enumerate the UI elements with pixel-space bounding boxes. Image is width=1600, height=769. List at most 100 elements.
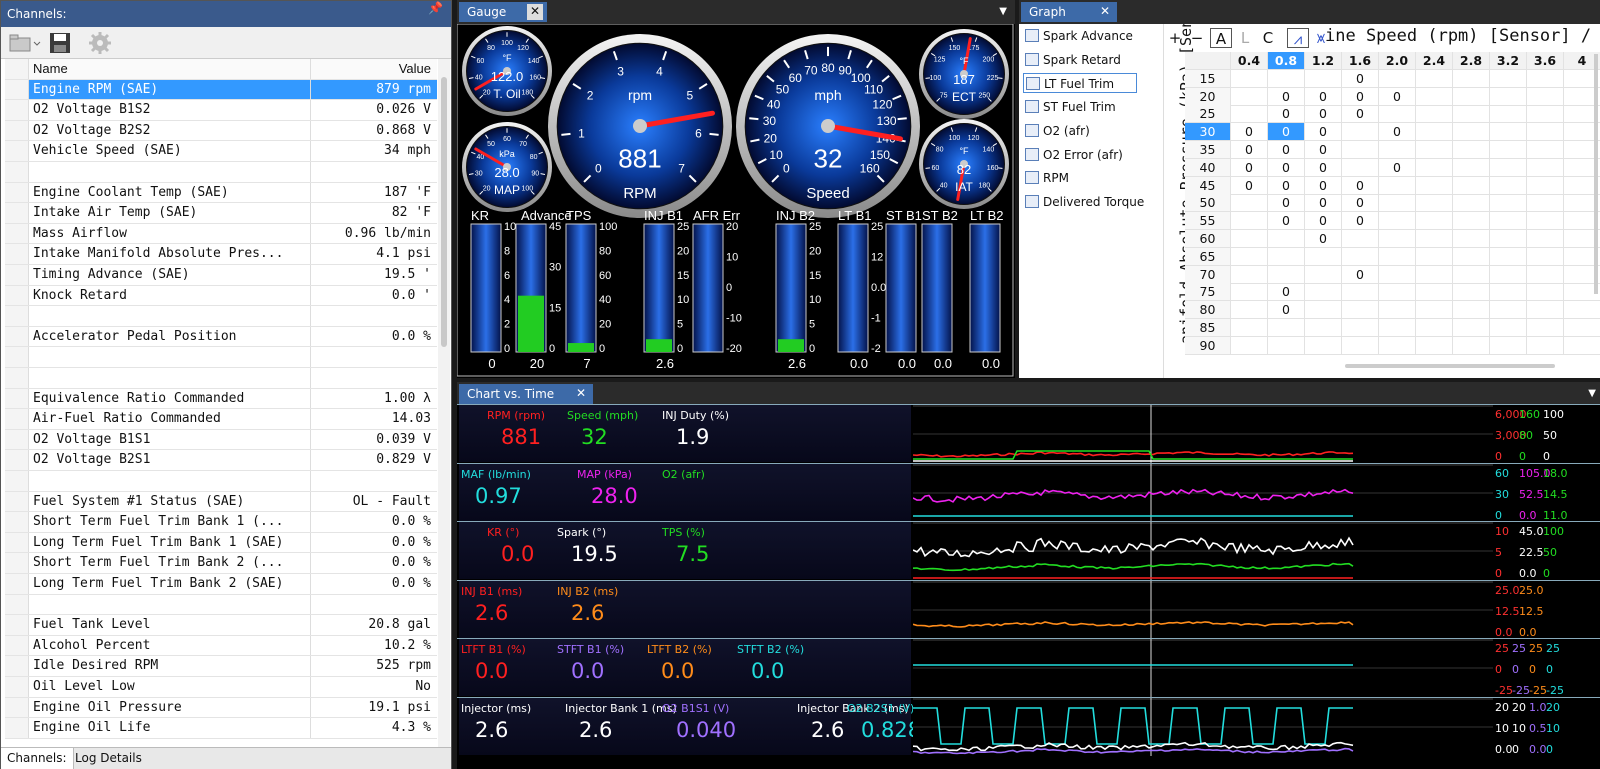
table-cell[interactable] <box>1453 194 1490 213</box>
table-cell[interactable] <box>1490 336 1527 355</box>
table-cell[interactable] <box>1453 69 1490 88</box>
channel-row[interactable]: Knock Retard 0.0 ' <box>5 285 437 307</box>
table-cell[interactable] <box>1564 194 1600 213</box>
table-cell[interactable] <box>1453 123 1490 142</box>
table-cell[interactable] <box>1416 212 1453 231</box>
table-cell[interactable]: 0 <box>1231 176 1268 195</box>
table-cell[interactable] <box>1453 230 1490 248</box>
table-cell[interactable] <box>1379 176 1416 195</box>
table-cell[interactable] <box>1231 230 1268 248</box>
table-cell[interactable] <box>1564 88 1600 106</box>
table-cell[interactable] <box>1268 69 1305 88</box>
channel-row[interactable]: O2 Voltage B1S1 0.039 V <box>5 429 437 451</box>
zoom-out-button[interactable]: − <box>1190 29 1204 47</box>
channel-row[interactable]: Oil Level Low No <box>5 677 437 698</box>
table-row-header[interactable]: 15 <box>1185 69 1231 88</box>
table-cell[interactable]: 0 <box>1342 105 1379 124</box>
lane-plot[interactable] <box>913 522 1493 580</box>
table-cell[interactable] <box>1416 230 1453 248</box>
table-row-header[interactable]: 85 <box>1185 319 1231 337</box>
graph-list-item[interactable]: O2 Error (afr) <box>1023 145 1123 165</box>
table-cell[interactable]: 0 <box>1305 141 1342 159</box>
table-row-header[interactable]: 70 <box>1185 265 1231 284</box>
table-cell[interactable] <box>1231 301 1268 320</box>
table-cell[interactable] <box>1527 247 1564 266</box>
table-row-header[interactable]: 65 <box>1185 247 1231 266</box>
channel-row[interactable]: Mass Airflow 0.96 lb/min <box>5 223 437 245</box>
table-cell[interactable]: 0 <box>1305 105 1342 124</box>
table-cell[interactable] <box>1231 319 1268 337</box>
table-column-header[interactable]: 1.2 <box>1305 52 1342 70</box>
table-cell[interactable] <box>1342 158 1379 177</box>
channel-row[interactable]: Intake Manifold Absolute Pres... 4.1 psi <box>5 244 437 265</box>
table-cell[interactable] <box>1379 336 1416 355</box>
channel-row[interactable]: Accelerator Pedal Position 0.0 % <box>5 326 437 348</box>
table-scrollbar[interactable] <box>1345 364 1555 368</box>
table-cell[interactable]: 0 <box>1342 212 1379 231</box>
table-cell[interactable]: 0 <box>1342 194 1379 213</box>
table-cell[interactable] <box>1453 319 1490 337</box>
table-column-header[interactable]: 2.0 <box>1379 52 1416 70</box>
chevron-down-icon[interactable]: ▼ <box>999 6 1007 17</box>
table-cell[interactable] <box>1490 176 1527 195</box>
table-cell[interactable] <box>1231 194 1268 213</box>
zoom-in-button[interactable]: + <box>1168 29 1182 47</box>
table-cell[interactable] <box>1564 283 1600 302</box>
table-column-header[interactable]: 0.8 <box>1268 52 1305 70</box>
table-cell[interactable] <box>1490 87 1527 106</box>
table-cell[interactable] <box>1379 283 1416 302</box>
graph-list-item[interactable]: Spark Retard <box>1023 50 1121 70</box>
table-cell[interactable]: 0 <box>1305 123 1342 142</box>
table-row-header[interactable]: 20 <box>1185 87 1231 106</box>
table-cell[interactable] <box>1453 105 1490 124</box>
table-cell[interactable] <box>1416 319 1453 337</box>
table-cell[interactable] <box>1564 266 1600 284</box>
table-cell[interactable] <box>1231 265 1268 284</box>
table-cell[interactable] <box>1453 336 1490 355</box>
table-cell[interactable] <box>1453 87 1490 106</box>
table-cell[interactable]: 0 <box>1268 123 1305 142</box>
table-cell[interactable] <box>1527 336 1564 355</box>
table-cell[interactable]: 0 <box>1268 212 1305 231</box>
table-cell[interactable]: 0 <box>1342 87 1379 106</box>
table-cell[interactable]: 0 <box>1305 158 1342 177</box>
channel-row[interactable] <box>5 594 437 616</box>
chevron-down-icon[interactable]: ▼ <box>1588 388 1596 399</box>
table-cell[interactable]: 0 <box>1305 194 1342 213</box>
table-cell[interactable] <box>1416 336 1453 355</box>
channel-row[interactable]: Long Term Fuel Trim Bank 1 (SAE) 0.0 % <box>5 532 437 554</box>
tab-gauge[interactable]: Gauge ✕ <box>459 2 547 22</box>
table-cell[interactable] <box>1231 247 1268 266</box>
table-cell[interactable] <box>1564 70 1600 88</box>
tab-channels[interactable]: Channels: <box>1 748 74 769</box>
table-cell[interactable] <box>1564 123 1600 142</box>
table-cell[interactable] <box>1527 123 1564 142</box>
table-cell[interactable] <box>1416 158 1453 177</box>
table-cell[interactable] <box>1490 247 1527 266</box>
scrollbar-thumb[interactable] <box>441 77 447 347</box>
table-cell[interactable]: 0 <box>1268 283 1305 302</box>
table-cell[interactable]: 0 <box>1305 87 1342 106</box>
column-header-value[interactable]: Value <box>398 61 431 76</box>
table-cell[interactable] <box>1305 336 1342 355</box>
save-icon[interactable] <box>47 31 73 55</box>
tab-graph[interactable]: Graph ✕ <box>1021 2 1117 22</box>
channel-row[interactable] <box>5 162 437 183</box>
table-column-header[interactable]: 2.4 <box>1416 52 1453 70</box>
channel-row[interactable]: Short Term Fuel Trim Bank 1 (... 0.0 % <box>5 512 437 533</box>
table-cell[interactable]: 0 <box>1268 194 1305 213</box>
table-cell[interactable]: 0 <box>1342 69 1379 88</box>
table-cell[interactable] <box>1416 105 1453 124</box>
smooth-icon[interactable]: ⩘ <box>1287 28 1309 48</box>
table-cell[interactable] <box>1527 212 1564 231</box>
table-row-header[interactable]: 35 <box>1185 141 1231 159</box>
table-cell[interactable] <box>1527 283 1564 302</box>
channel-row[interactable]: Fuel System #1 Status (SAE) OL - Fault <box>5 491 437 513</box>
table-cell[interactable] <box>1379 247 1416 266</box>
table-cell[interactable] <box>1416 176 1453 195</box>
raw-icon[interactable]: ⩙ <box>1316 29 1326 47</box>
toggle-a-button[interactable]: A <box>1210 28 1232 48</box>
table-cell[interactable] <box>1416 194 1453 213</box>
table-column-header[interactable]: 2.8 <box>1453 52 1490 70</box>
table-column-header[interactable]: 0.4 <box>1231 52 1268 70</box>
